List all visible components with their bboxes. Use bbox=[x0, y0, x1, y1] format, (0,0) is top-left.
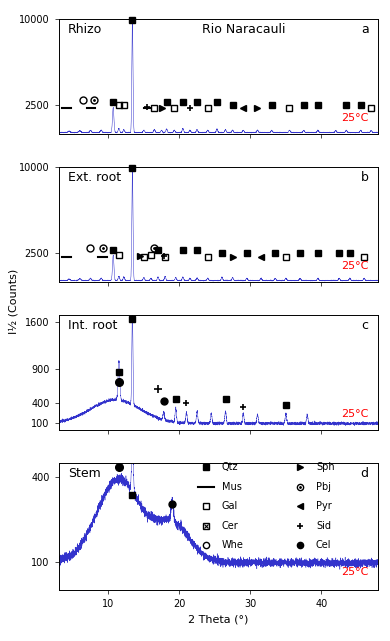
Text: Cer: Cer bbox=[222, 521, 238, 531]
Text: I½ (Counts): I½ (Counts) bbox=[9, 269, 19, 334]
Text: Ext. root: Ext. root bbox=[68, 171, 121, 184]
Text: Rio Naracauli: Rio Naracauli bbox=[202, 22, 286, 36]
Text: Mus: Mus bbox=[222, 481, 241, 492]
Text: Pyr: Pyr bbox=[316, 501, 332, 512]
Text: 25°C: 25°C bbox=[341, 113, 369, 122]
Text: Rhizo: Rhizo bbox=[68, 22, 102, 36]
Text: 25°C: 25°C bbox=[341, 567, 369, 577]
Text: Int. root: Int. root bbox=[68, 319, 117, 331]
Text: Stem: Stem bbox=[68, 467, 101, 480]
Text: Cel: Cel bbox=[316, 540, 332, 551]
Text: Pbj: Pbj bbox=[316, 481, 331, 492]
Text: 25°C: 25°C bbox=[341, 261, 369, 271]
Text: c: c bbox=[362, 319, 369, 331]
Text: Qtz: Qtz bbox=[222, 462, 238, 472]
Text: b: b bbox=[361, 171, 369, 184]
Text: 25°C: 25°C bbox=[341, 409, 369, 419]
Text: Whe: Whe bbox=[222, 540, 243, 551]
X-axis label: 2 Theta (°): 2 Theta (°) bbox=[188, 614, 248, 624]
Text: a: a bbox=[361, 22, 369, 36]
Text: Sph: Sph bbox=[316, 462, 335, 472]
Text: Sid: Sid bbox=[316, 521, 331, 531]
Text: d: d bbox=[361, 467, 369, 480]
Text: Gal: Gal bbox=[222, 501, 238, 512]
